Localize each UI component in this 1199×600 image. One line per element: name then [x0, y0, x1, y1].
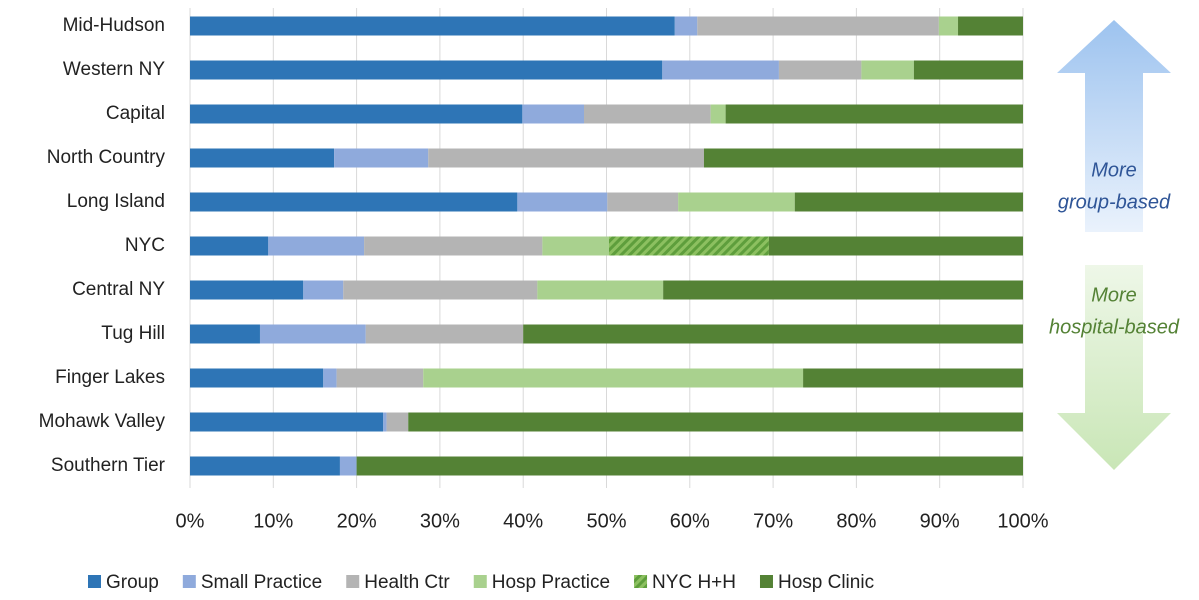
legend-label: NYC H+H: [652, 572, 736, 593]
y-tick-label: Capital: [106, 103, 165, 124]
bar-segment: [703, 148, 1023, 168]
bar-segment: [365, 324, 524, 344]
x-tick-label: 50%: [586, 510, 626, 532]
legend-label: Small Practice: [201, 572, 322, 593]
x-tick-label: 90%: [920, 510, 960, 532]
y-tick-label: Mohawk Valley: [39, 411, 166, 432]
bar-segment: [190, 412, 384, 432]
bar-segment: [190, 368, 324, 388]
x-tick-label: 70%: [753, 510, 793, 532]
bar-segment: [190, 236, 269, 256]
legend-label: Hosp Practice: [492, 572, 610, 593]
bar-segment: [678, 192, 795, 212]
bar-segment: [323, 368, 337, 388]
x-tick-label: 20%: [337, 510, 377, 532]
bar-segment: [268, 236, 365, 256]
y-tick-label: Western NY: [63, 59, 165, 80]
bar-segment: [190, 60, 663, 80]
bar-segment: [710, 104, 726, 124]
x-tick-label: 30%: [420, 510, 460, 532]
bar-segment: [386, 412, 409, 432]
bar-segment: [523, 324, 1023, 344]
legend-swatch: [88, 575, 101, 588]
bar-segment: [778, 60, 862, 80]
x-tick-label: 60%: [670, 510, 710, 532]
legend-label: Hosp Clinic: [778, 572, 874, 593]
down-arrow: [1057, 265, 1171, 470]
bar-segment: [725, 104, 1023, 124]
legend-swatch: [182, 575, 196, 588]
bar-segment: [356, 456, 1024, 476]
annotation: More: [1091, 159, 1137, 181]
annotation: group-based: [1058, 191, 1171, 213]
bar-segment: [408, 412, 1024, 432]
bar-segment: [663, 280, 1023, 300]
x-tick-label: 40%: [503, 510, 543, 532]
bar-segment: [190, 324, 260, 344]
x-tick-label: 100%: [997, 510, 1048, 532]
bar-segment: [517, 192, 608, 212]
bar-segment: [364, 236, 543, 256]
bar-segment: [334, 148, 429, 168]
y-tick-label: North Country: [47, 147, 166, 168]
bar-segment: [584, 104, 711, 124]
x-tick-label: 0%: [176, 510, 205, 532]
bar-segment: [794, 192, 1023, 212]
bar-segment: [608, 236, 769, 256]
y-tick-label: NYC: [125, 235, 165, 256]
legend-label: Health Ctr: [364, 572, 450, 593]
bar-segment: [913, 60, 1023, 80]
bar-segment: [303, 280, 344, 300]
bar-segment: [938, 16, 959, 36]
bar-segment: [697, 16, 939, 36]
y-tick-label: Central NY: [72, 279, 165, 300]
legend-swatch: [759, 575, 773, 588]
bar-segment: [423, 368, 804, 388]
bar-segment: [803, 368, 1023, 388]
bar-segment: [339, 456, 357, 476]
annotation: More: [1091, 284, 1137, 306]
bar-segment: [259, 324, 366, 344]
bar-segment: [190, 192, 518, 212]
bar-segment: [190, 456, 340, 476]
bar-segment: [428, 148, 704, 168]
bar-segment: [674, 16, 698, 36]
bar-segment: [343, 280, 538, 300]
legend-swatch: [634, 575, 648, 588]
bar-segment: [607, 192, 679, 212]
y-tick-label: Tug Hill: [101, 323, 165, 344]
legend-swatch: [473, 575, 487, 588]
bar-segment: [542, 236, 609, 256]
legend-swatch: [346, 575, 360, 588]
bar-segment: [190, 148, 335, 168]
bar-segment: [522, 104, 585, 124]
x-tick-label: 10%: [253, 510, 293, 532]
bar-segment: [190, 104, 523, 124]
y-tick-label: Finger Lakes: [55, 367, 165, 388]
y-tick-label: Long Island: [67, 191, 165, 212]
bar-segment: [336, 368, 424, 388]
bar-segment: [190, 280, 304, 300]
y-tick-label: Mid-Hudson: [63, 15, 165, 36]
bar-segment: [190, 16, 675, 36]
annotation: hospital-based: [1049, 316, 1180, 338]
bar-segment: [383, 412, 387, 432]
bar-segment: [958, 16, 1023, 36]
bar-segment: [537, 280, 664, 300]
bar-segment: [662, 60, 779, 80]
y-tick-label: Southern Tier: [51, 455, 166, 476]
legend-label: Group: [106, 572, 159, 593]
x-tick-label: 80%: [836, 510, 876, 532]
up-arrow: [1057, 20, 1171, 232]
bar-segment: [768, 236, 1023, 256]
bar-segment: [861, 60, 914, 80]
